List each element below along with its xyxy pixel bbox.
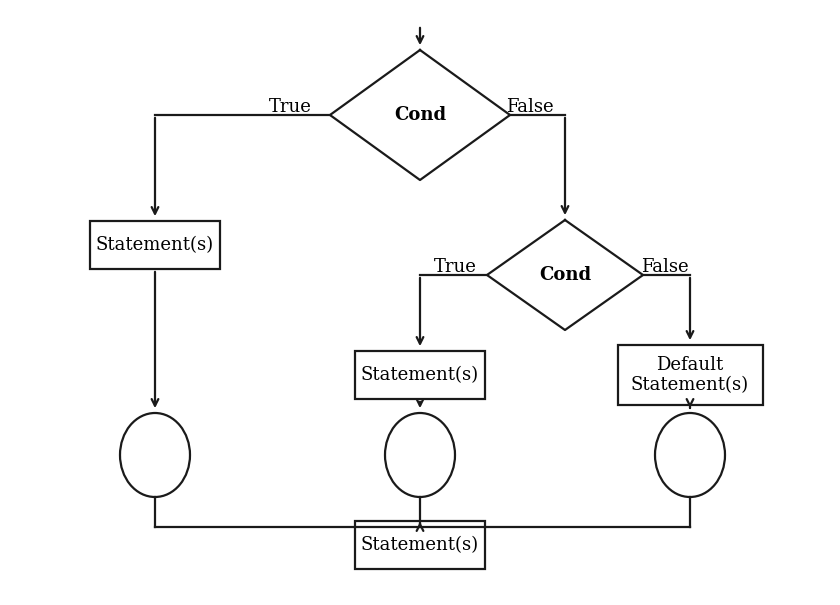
Text: True: True [269,98,312,116]
Text: Default
Statement(s): Default Statement(s) [631,356,749,394]
Ellipse shape [120,413,190,497]
Text: True: True [433,258,476,276]
Bar [617,345,763,405]
Text: Cond: Cond [539,266,591,284]
Polygon shape [487,220,643,330]
Text: Statement(s): Statement(s) [361,536,479,554]
Ellipse shape [655,413,725,497]
Bar [90,221,220,269]
Ellipse shape [385,413,455,497]
Text: Cond: Cond [394,106,446,124]
Text: Statement(s): Statement(s) [361,366,479,384]
Polygon shape [330,50,510,180]
Bar [355,351,485,399]
Text: False: False [507,98,554,116]
Text: False: False [641,258,689,276]
Text: Statement(s): Statement(s) [96,236,214,254]
Bar [355,521,485,569]
